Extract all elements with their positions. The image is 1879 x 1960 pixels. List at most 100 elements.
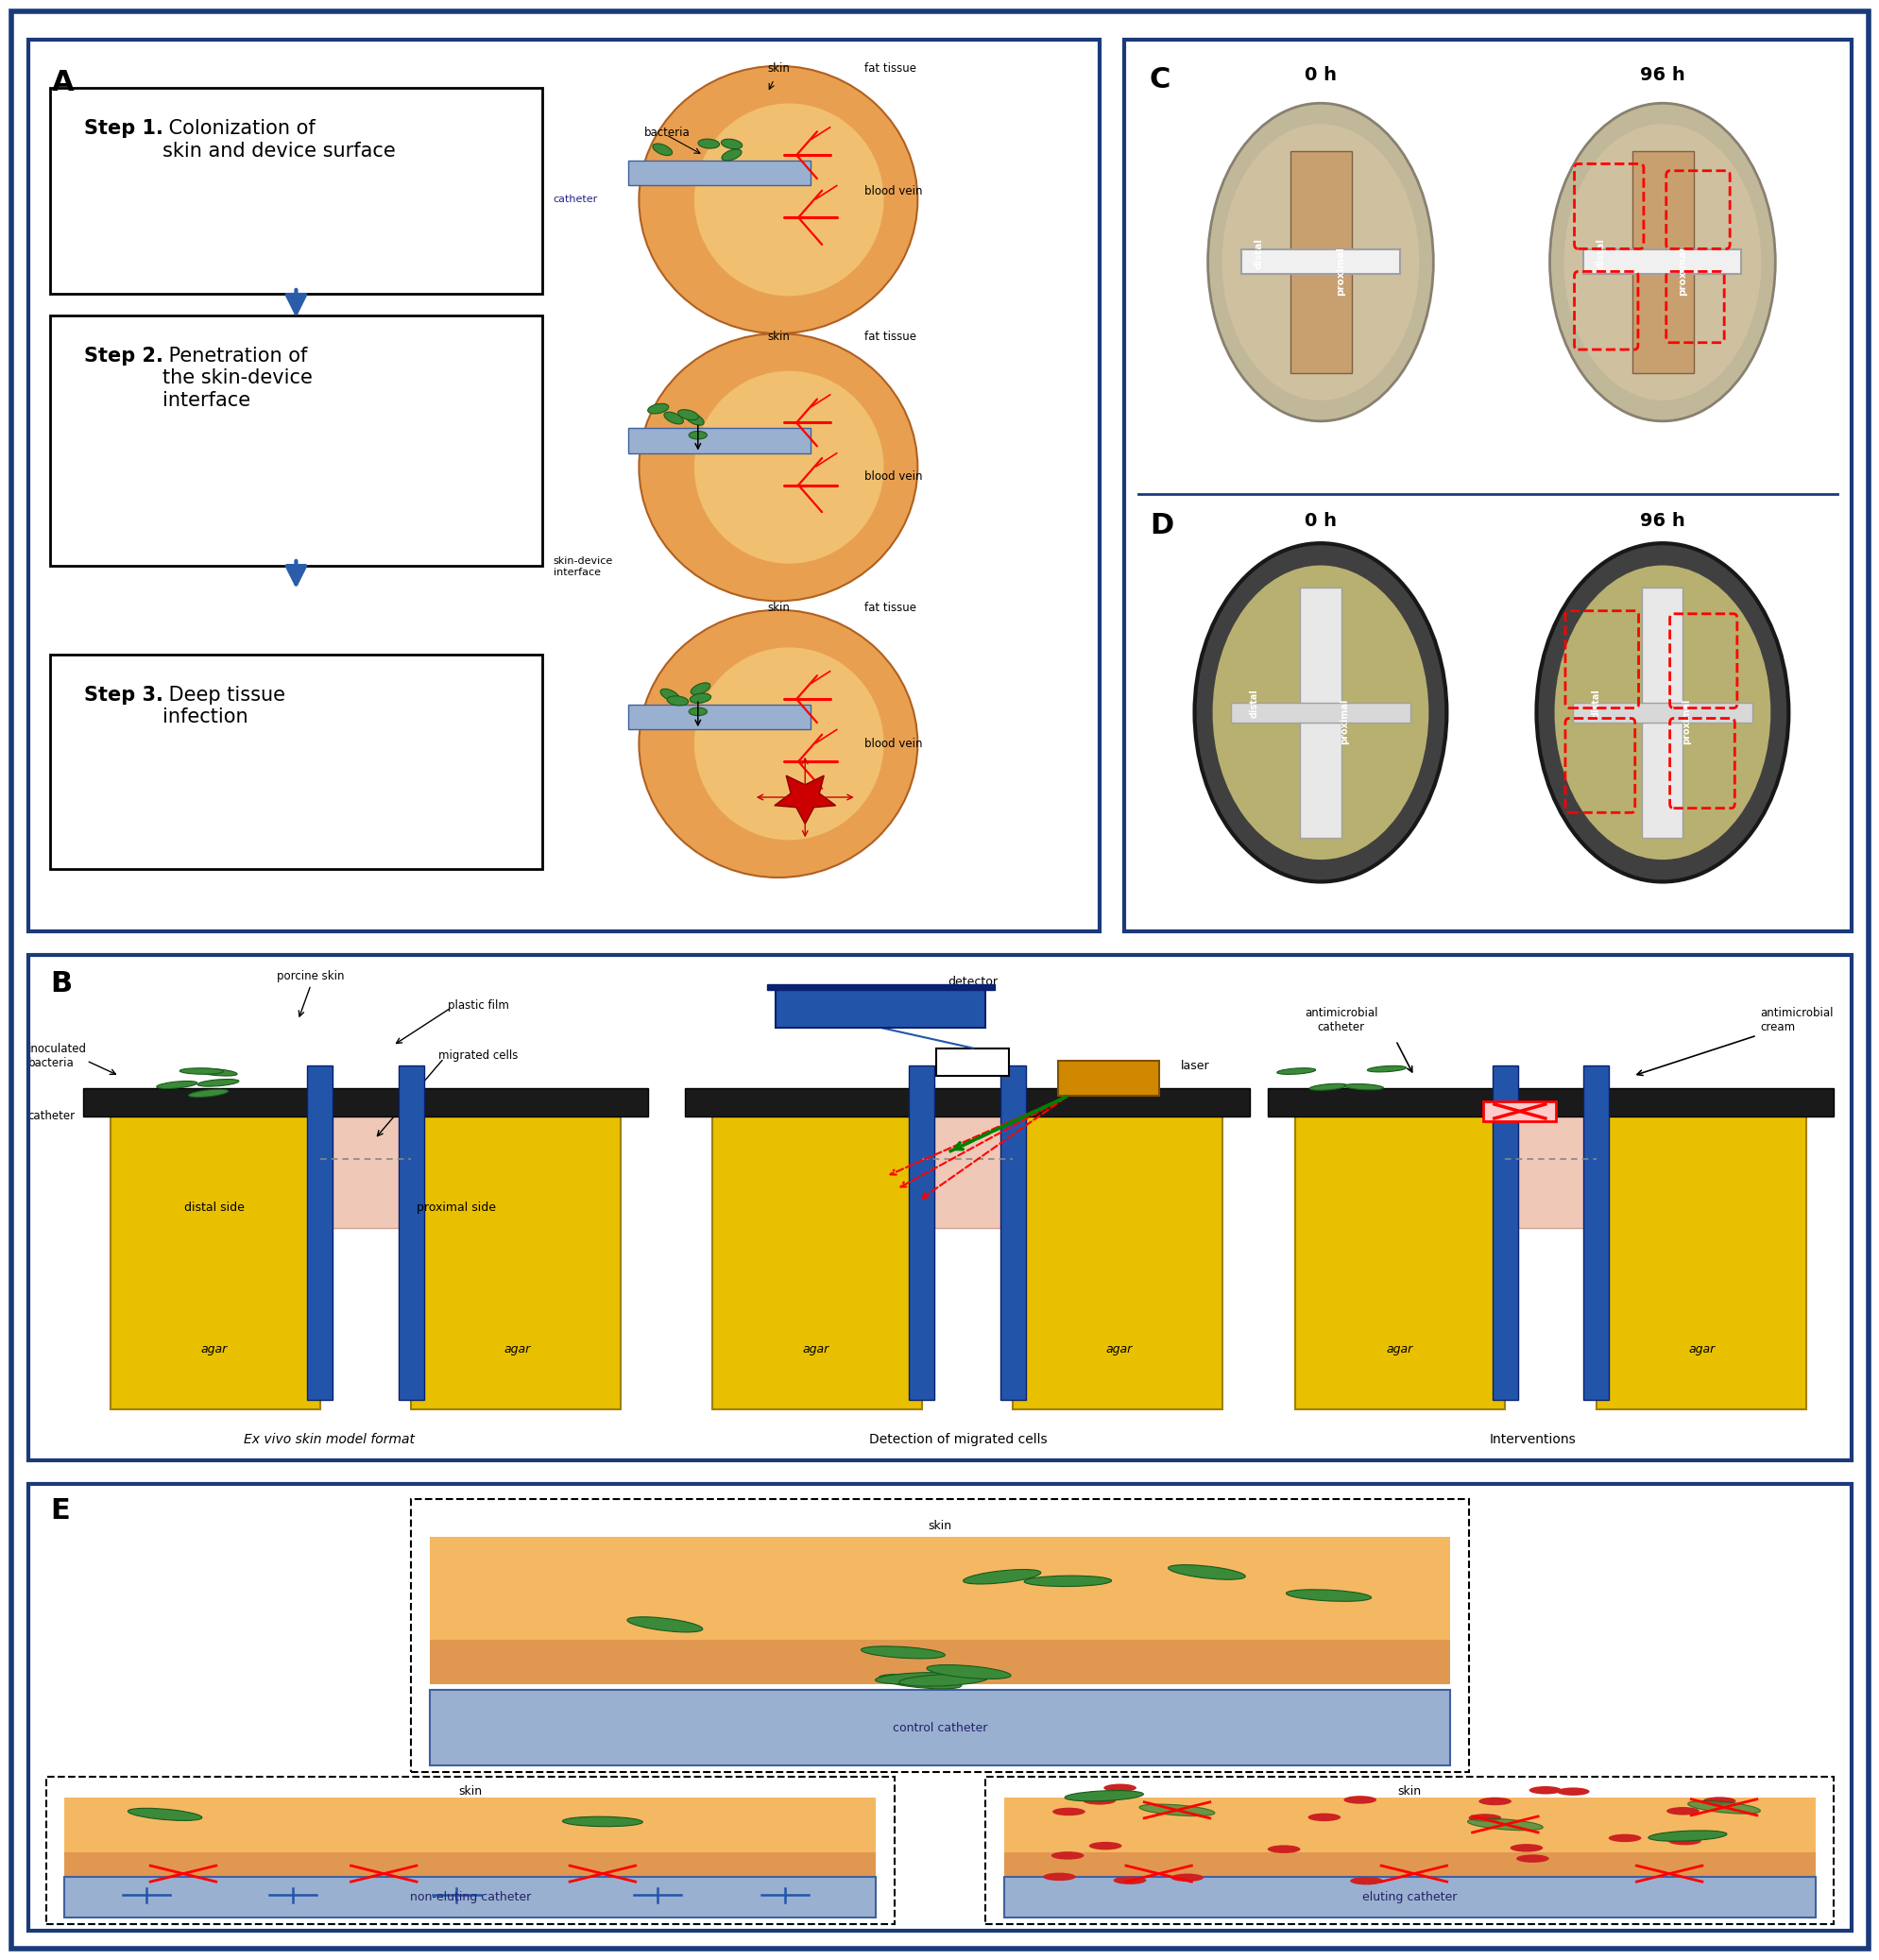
Bar — [1268, 1088, 1832, 1117]
Bar — [398, 1066, 423, 1399]
Text: skin: skin — [928, 1519, 951, 1533]
Bar — [428, 1690, 1451, 1766]
Ellipse shape — [690, 682, 710, 694]
Bar — [64, 1797, 876, 1876]
Bar — [428, 1537, 1451, 1684]
Bar — [1242, 249, 1398, 274]
Text: skin: skin — [767, 602, 789, 613]
Text: agar: agar — [1385, 1343, 1413, 1354]
Circle shape — [1702, 1797, 1734, 1805]
Text: Deep tissue
infection: Deep tissue infection — [163, 686, 286, 727]
Text: distal: distal — [1592, 690, 1601, 717]
Text: skin: skin — [767, 329, 789, 343]
Text: proximal: proximal — [1336, 247, 1345, 296]
FancyBboxPatch shape — [1483, 1102, 1556, 1121]
Ellipse shape — [1535, 543, 1787, 882]
Text: A: A — [53, 69, 73, 96]
Text: distal: distal — [1253, 237, 1263, 269]
Ellipse shape — [1343, 1084, 1383, 1090]
Circle shape — [1050, 1852, 1084, 1860]
Text: E: E — [51, 1497, 70, 1525]
Ellipse shape — [1554, 564, 1770, 860]
Bar — [1505, 1105, 1595, 1227]
Text: control catheter: control catheter — [893, 1721, 986, 1735]
Ellipse shape — [1648, 1831, 1727, 1840]
Text: Detection of migrated cells: Detection of migrated cells — [868, 1433, 1047, 1446]
Bar — [1003, 1797, 1815, 1876]
Ellipse shape — [690, 694, 710, 704]
Ellipse shape — [652, 143, 673, 155]
Text: eluting catheter: eluting catheter — [1362, 1891, 1456, 1903]
Bar — [712, 1096, 921, 1409]
Text: proximal: proximal — [1682, 698, 1691, 745]
Text: non-eluting catheter: non-eluting catheter — [410, 1891, 530, 1903]
Ellipse shape — [156, 1082, 197, 1088]
Circle shape — [1112, 1876, 1146, 1884]
Ellipse shape — [188, 1090, 227, 1098]
Ellipse shape — [678, 410, 699, 419]
Text: Interventions: Interventions — [1488, 1433, 1575, 1446]
Ellipse shape — [697, 139, 720, 149]
Bar — [1300, 588, 1340, 837]
FancyBboxPatch shape — [985, 1776, 1832, 1925]
Ellipse shape — [962, 1570, 1041, 1584]
Bar — [111, 1096, 319, 1409]
FancyBboxPatch shape — [412, 1499, 1467, 1772]
Text: blood vein: blood vein — [864, 184, 923, 196]
Ellipse shape — [926, 1664, 1011, 1680]
Ellipse shape — [1563, 123, 1761, 400]
Ellipse shape — [1193, 543, 1447, 882]
Text: skin: skin — [767, 63, 789, 74]
Bar — [1003, 1878, 1815, 1917]
Ellipse shape — [1687, 1801, 1759, 1813]
Text: porcine skin: porcine skin — [276, 970, 344, 982]
Text: agar: agar — [1105, 1343, 1131, 1354]
Bar — [1003, 1852, 1815, 1876]
Text: skin: skin — [1396, 1786, 1421, 1797]
Text: inoculated
bacteria: inoculated bacteria — [28, 1043, 86, 1068]
Text: B: B — [51, 970, 71, 998]
Text: proximal side: proximal side — [417, 1201, 496, 1213]
Circle shape — [1082, 1797, 1116, 1805]
Ellipse shape — [667, 696, 688, 706]
Bar — [1582, 249, 1740, 274]
FancyBboxPatch shape — [49, 655, 543, 868]
Text: fat tissue: fat tissue — [864, 329, 915, 343]
Ellipse shape — [628, 1617, 703, 1633]
Bar — [909, 1066, 934, 1399]
Text: bacteria: bacteria — [644, 127, 690, 139]
Ellipse shape — [1139, 1805, 1214, 1817]
Ellipse shape — [722, 139, 742, 149]
Ellipse shape — [180, 1068, 224, 1074]
Bar — [628, 161, 810, 186]
Bar — [1595, 1096, 1806, 1409]
Text: proximal: proximal — [1678, 247, 1687, 296]
Circle shape — [1043, 1872, 1075, 1882]
Text: blood vein: blood vein — [864, 470, 923, 482]
Text: migrated cells: migrated cells — [438, 1049, 519, 1062]
Ellipse shape — [688, 431, 707, 439]
Bar — [1571, 704, 1751, 723]
Ellipse shape — [197, 1080, 239, 1086]
Text: proximal: proximal — [1340, 698, 1349, 745]
Bar — [306, 1066, 333, 1399]
Text: Penetration of
the skin-device
interface: Penetration of the skin-device interface — [163, 347, 312, 410]
Text: 0 h: 0 h — [1304, 67, 1336, 84]
Text: catheter: catheter — [28, 1109, 75, 1123]
Circle shape — [1467, 1813, 1501, 1823]
Text: blood vein: blood vein — [864, 737, 923, 751]
Text: fat tissue: fat tissue — [864, 602, 915, 613]
Ellipse shape — [688, 708, 707, 715]
Ellipse shape — [693, 104, 883, 296]
Ellipse shape — [1064, 1791, 1142, 1801]
Bar — [319, 1105, 412, 1227]
Text: agar: agar — [201, 1343, 227, 1354]
Text: catheter: catheter — [552, 194, 598, 204]
Text: distal: distal — [1595, 237, 1605, 269]
Text: Ex vivo skin model format: Ex vivo skin model format — [244, 1433, 415, 1446]
Bar — [776, 990, 985, 1027]
Ellipse shape — [876, 1672, 964, 1684]
Text: laser: laser — [1180, 1060, 1208, 1072]
Bar — [1013, 1096, 1221, 1409]
Bar — [64, 1852, 876, 1876]
